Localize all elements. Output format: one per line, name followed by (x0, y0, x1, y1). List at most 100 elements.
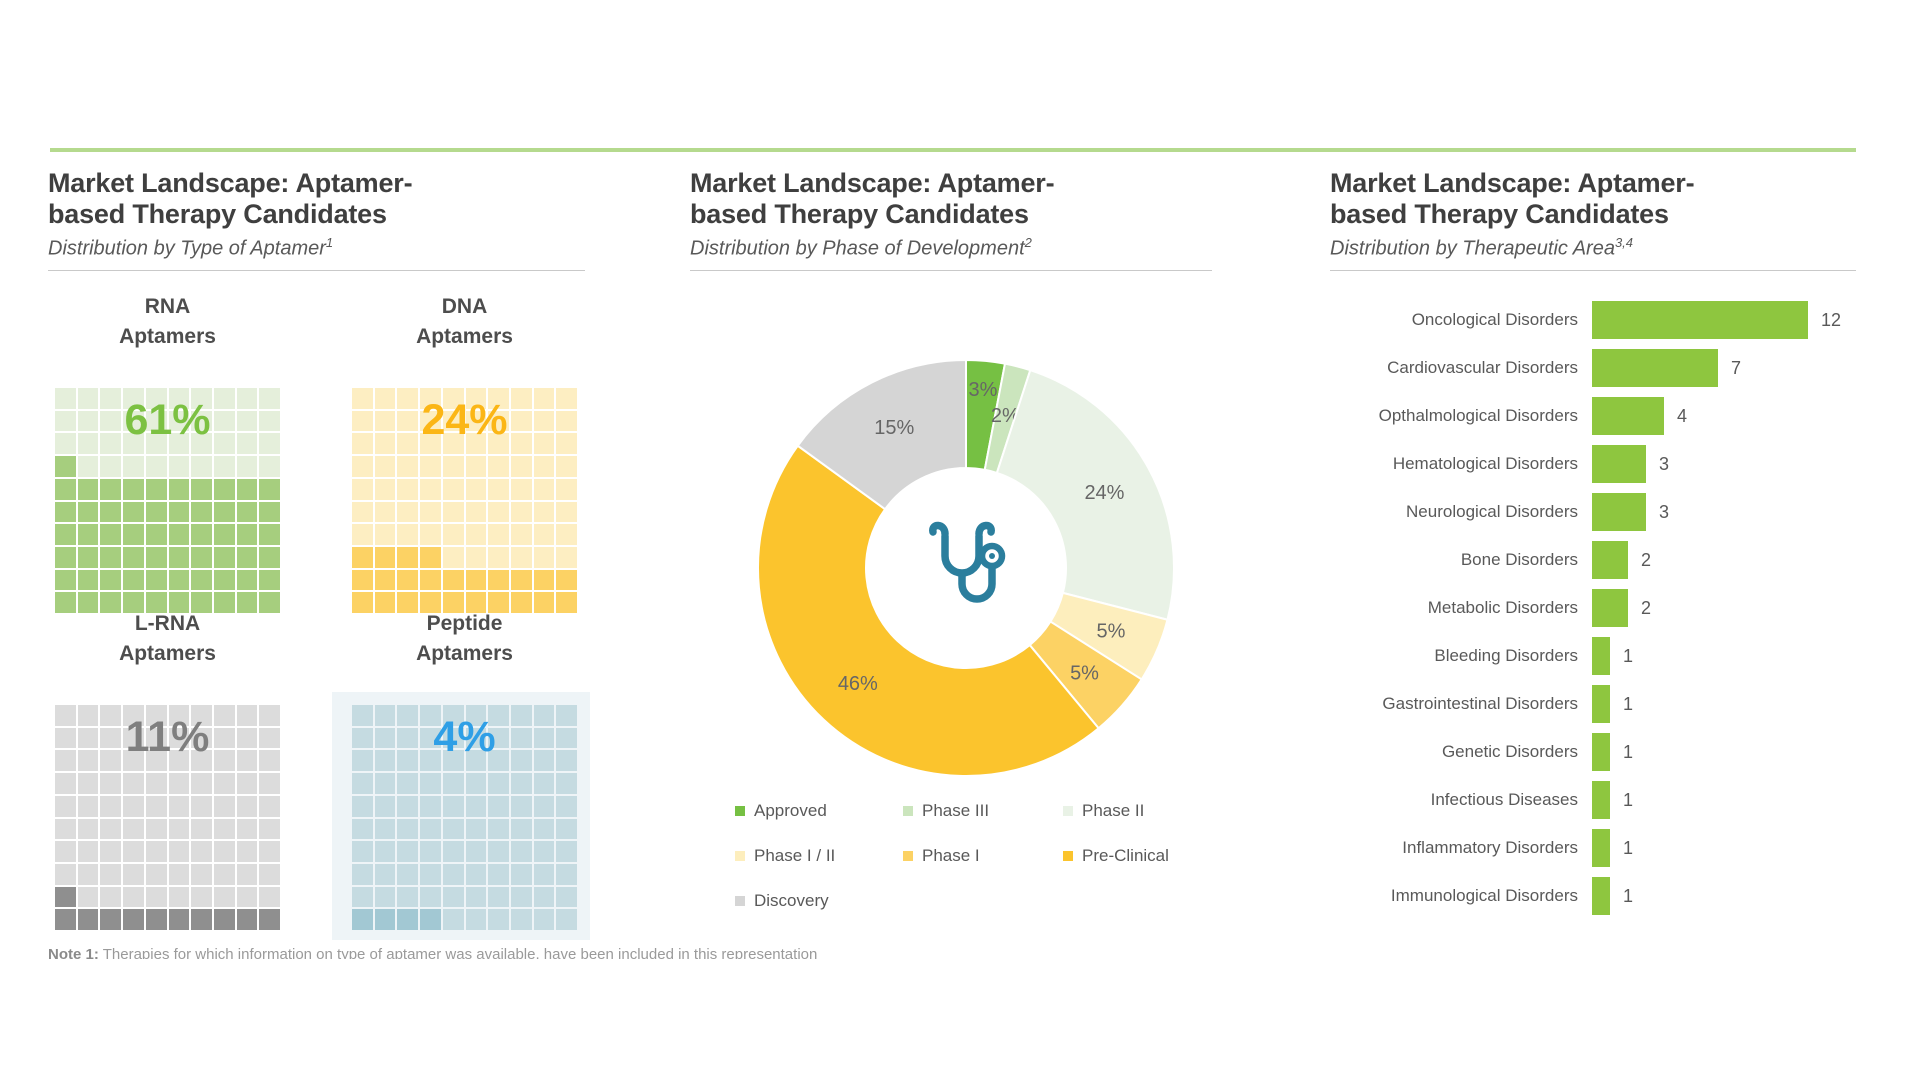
waffle-cell-filled (123, 524, 144, 545)
waffle-cell-empty (168, 863, 190, 885)
waffle-cell-empty (213, 388, 235, 409)
bar-value-label: 2 (1641, 549, 1652, 570)
waffle-cell-empty (397, 478, 419, 500)
bar-category-label: Cardiovascular Disorders (1387, 358, 1578, 377)
waffle-cell-empty (465, 750, 487, 772)
waffle-cell-empty (168, 410, 190, 432)
waffle-cell-filled (191, 592, 212, 613)
waffle-cell-empty (55, 863, 76, 885)
waffle-cell-empty (236, 410, 258, 432)
waffle-cell-filled (100, 478, 122, 500)
waffle-cell-empty (145, 863, 167, 885)
bar-rect (1592, 781, 1610, 819)
waffle-cell-filled (488, 569, 509, 591)
waffle-cell-filled (100, 501, 122, 523)
waffle-cell-empty (352, 841, 373, 862)
waffle-cell-empty (374, 478, 396, 500)
footnote-text: Therapies for which information on type … (102, 946, 818, 959)
waffle-cell-filled (100, 546, 122, 568)
waffle-cell-filled (259, 478, 280, 500)
waffle-cell-empty (465, 863, 487, 885)
waffle-cell-empty (213, 795, 235, 817)
waffle-cell-empty (145, 795, 167, 817)
waffle-cell-empty (374, 727, 396, 749)
waffle-cell-empty (77, 818, 99, 840)
waffle-cell-empty (465, 727, 487, 749)
waffle-cell-empty (397, 433, 419, 455)
footnote-prefix: Note 1: (48, 946, 99, 959)
waffle-cell-empty (100, 841, 122, 862)
bar-rect (1592, 301, 1808, 339)
waffle-cell-empty (510, 750, 532, 772)
donut-slice-value-label: 5% (1097, 621, 1126, 643)
waffle-cell-filled (168, 478, 190, 500)
waffle-cell-filled (100, 592, 122, 613)
waffle-cell-empty (510, 818, 532, 840)
waffle-cell-filled (352, 909, 373, 930)
waffle-cell-filled (191, 909, 212, 930)
waffle-cell-empty (236, 388, 258, 409)
waffle-cell-empty (374, 433, 396, 455)
waffle-cell-empty (352, 524, 373, 545)
waffle-cell-empty (533, 433, 555, 455)
waffle-cell-filled (397, 546, 419, 568)
waffle-cell-filled (236, 546, 258, 568)
waffle-cell-filled (168, 909, 190, 930)
waffle-cell-filled (77, 592, 99, 613)
waffle-cell-empty (533, 909, 555, 930)
legend-swatch (1063, 850, 1073, 861)
waffle-cell-empty (397, 841, 419, 862)
panel-subtitle: Distribution by Phase of Development2 (690, 235, 1032, 260)
waffle-cell-empty (259, 841, 280, 862)
bar-row: Opthalmological Disorders 4 (1330, 392, 1876, 440)
waffle-cell-empty (213, 705, 235, 726)
waffle-cell-empty (420, 410, 441, 432)
waffle-cell-empty (168, 388, 190, 409)
waffle-cell-empty (77, 705, 99, 726)
bar-row: Inflammatory Disorders 1 (1330, 824, 1876, 872)
waffle-cell-empty (191, 727, 212, 749)
waffle-cell-empty (55, 750, 76, 772)
waffle-cell-empty (55, 841, 76, 862)
waffle-cell-empty (213, 727, 235, 749)
bar-value-label: 4 (1677, 405, 1688, 426)
waffle-cell-empty (488, 501, 509, 523)
waffle-cell-empty (259, 773, 280, 794)
legend-item: Phase II (1063, 801, 1213, 821)
panel-subtitle: Distribution by Type of Aptamer1 (48, 235, 334, 260)
waffle-cell-filled (213, 569, 235, 591)
waffle-cell-empty (77, 795, 99, 817)
waffle-cell-filled (55, 909, 76, 930)
panel-therapeutic-area: Market Landscape: Aptamer-based Therapy … (1330, 168, 1876, 271)
bar-row: Bleeding Disorders 1 (1330, 632, 1876, 680)
waffle-cell-filled (236, 524, 258, 545)
waffle-cell-empty (465, 773, 487, 794)
waffle-cell-empty (397, 795, 419, 817)
waffle-cell-empty (145, 818, 167, 840)
waffle-cell-empty (556, 818, 577, 840)
waffle-cell-empty (55, 705, 76, 726)
phase-legend: Approved Phase III Phase II Phase I / II Pha… (735, 788, 1213, 923)
waffle-cell-empty (533, 863, 555, 885)
waffle-cell-empty (259, 886, 280, 908)
bar-rect (1592, 829, 1610, 867)
waffle-cell-empty (510, 727, 532, 749)
waffle-cell-filled (259, 546, 280, 568)
waffle-cell-empty (123, 773, 144, 794)
waffle-cell-filled (145, 592, 167, 613)
waffle-cell-empty (100, 727, 122, 749)
waffle-cell-filled (123, 501, 144, 523)
legend-swatch (903, 805, 913, 816)
waffle-cell-empty (168, 456, 190, 477)
waffle-cell-empty (442, 456, 464, 477)
bar-value-label: 1 (1623, 741, 1634, 762)
bar-rect (1592, 541, 1628, 579)
waffle-cell-empty (236, 456, 258, 477)
waffle-cell-empty (420, 388, 441, 409)
waffle-cell-filled (55, 592, 76, 613)
footnote: Note 1: Therapies for which information … (48, 946, 928, 959)
waffle-cell-empty (259, 750, 280, 772)
waffle-cell-filled (259, 501, 280, 523)
waffle-cell-empty (168, 773, 190, 794)
waffle-cell-empty (352, 501, 373, 523)
